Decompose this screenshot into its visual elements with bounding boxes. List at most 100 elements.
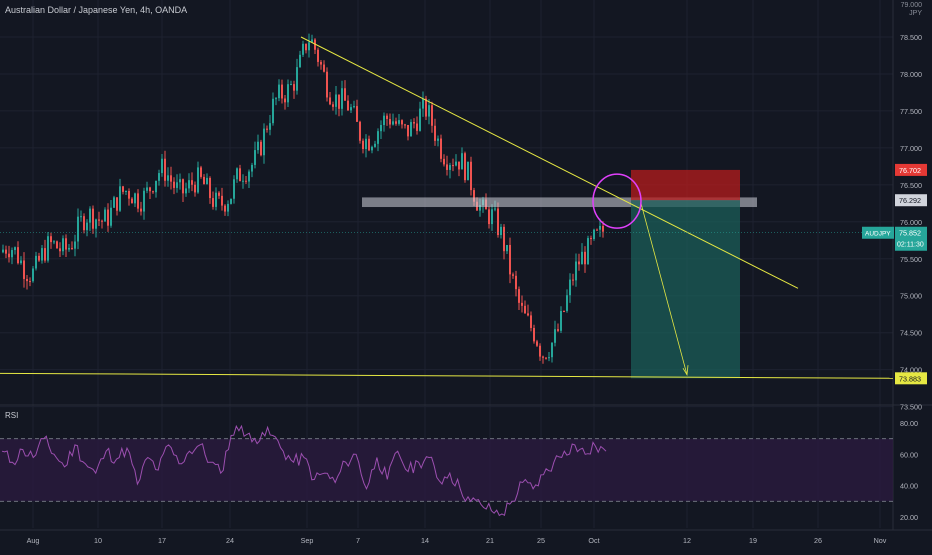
candle-body (536, 341, 538, 346)
candle-body (80, 216, 82, 218)
candle-body (290, 84, 292, 86)
price-tick-label: 76.500 (900, 181, 922, 190)
candle-body (443, 158, 445, 165)
candle-body (143, 190, 145, 212)
candle-body (197, 167, 199, 193)
candle-body (479, 205, 481, 211)
candle-body (461, 153, 463, 170)
candle-body (68, 247, 70, 250)
candle-body (53, 241, 55, 243)
price-tick-label: 76.000 (900, 218, 922, 227)
candle-body (593, 229, 595, 240)
candle-body (2, 249, 4, 253)
candle-body (464, 153, 466, 181)
candle-body (83, 216, 85, 231)
candle-body (146, 187, 148, 191)
candle-body (11, 250, 13, 258)
candle-body (248, 171, 250, 182)
candle-body (266, 128, 268, 130)
candle-body (110, 207, 112, 226)
symbol-tag (862, 226, 894, 239)
price-tick-label: 74.500 (900, 329, 922, 338)
candle-body (383, 115, 385, 126)
time-tick-label: 24 (226, 536, 234, 545)
zone-price-tag-label: 76.292 (899, 196, 921, 205)
candle-body (389, 118, 391, 125)
rsi-tick-label: 80.00 (900, 419, 918, 428)
candle-body (350, 107, 352, 111)
price-axis: 78.500 78.000 77.500 77.000 76.500 76.000 75.5… (900, 33, 922, 412)
zone-price-tag (895, 194, 927, 207)
candle-body (401, 120, 403, 125)
candle-body (104, 209, 106, 222)
candle-body (434, 125, 436, 141)
candle-body (182, 179, 184, 194)
candle-body (338, 94, 340, 109)
candle-body (467, 161, 469, 181)
candle-body (131, 198, 133, 204)
candle-body (77, 216, 79, 242)
candle-body (191, 180, 193, 185)
candle-body (377, 131, 379, 144)
candle-body (545, 357, 547, 359)
support-price-tag (895, 372, 927, 385)
candle-body (296, 67, 298, 91)
candle-body (317, 49, 319, 62)
candle-body (404, 124, 406, 126)
price-tick-label: 77.000 (900, 144, 922, 153)
time-tick-label: Aug (27, 536, 40, 545)
price-tick-label: 75.500 (900, 255, 922, 264)
price-tick-label: 73.500 (900, 403, 922, 412)
candle-body (155, 180, 157, 193)
candle-body (512, 274, 514, 276)
candle-body (560, 310, 562, 331)
projection-arrow (640, 203, 688, 375)
time-tick-label: 21 (486, 536, 494, 545)
take-profit-box (631, 200, 740, 379)
candle-body (233, 179, 235, 199)
highlight-circle (592, 173, 642, 229)
descending-trendline (300, 36, 799, 289)
candle-body (407, 124, 409, 137)
candle-body (71, 247, 73, 249)
currency-unit: JPY (909, 10, 922, 17)
candle-body (134, 193, 136, 204)
candle-body (47, 236, 49, 261)
candle-body (23, 260, 25, 279)
candle-body (176, 182, 178, 188)
candle-body (506, 244, 508, 252)
candle-body (125, 190, 127, 192)
candle-body (65, 238, 67, 250)
candle-body (128, 190, 130, 199)
candle-body (335, 94, 337, 107)
time-tick-label: 10 (94, 536, 102, 545)
top-price-label: 79.000 (900, 2, 922, 9)
stop-price-tag (895, 163, 927, 176)
candle-body (488, 209, 490, 225)
candle-body (251, 164, 253, 172)
candle-body (113, 197, 115, 208)
candle-body (269, 123, 271, 130)
candle-body (542, 356, 544, 358)
candle-body (413, 122, 415, 124)
candle-body (86, 222, 88, 231)
candle-body (218, 192, 220, 196)
candle-body (170, 175, 172, 182)
candle-body (38, 255, 40, 261)
candles (2, 33, 604, 364)
candle-body (362, 140, 364, 150)
candle-body (263, 128, 265, 156)
candle-body (20, 260, 22, 264)
price-tick-label: 75.000 (900, 292, 922, 301)
candle-body (209, 177, 211, 199)
candle-body (581, 251, 583, 265)
candle-body (227, 203, 229, 212)
time-tick-label: 7 (356, 536, 360, 545)
candle-body (44, 248, 46, 261)
candle-body (341, 88, 343, 109)
time-tick-label: 19 (749, 536, 757, 545)
candle-body (548, 357, 550, 359)
time-tick-label: 17 (158, 536, 166, 545)
candle-body (452, 165, 454, 167)
candle-body (206, 177, 208, 185)
